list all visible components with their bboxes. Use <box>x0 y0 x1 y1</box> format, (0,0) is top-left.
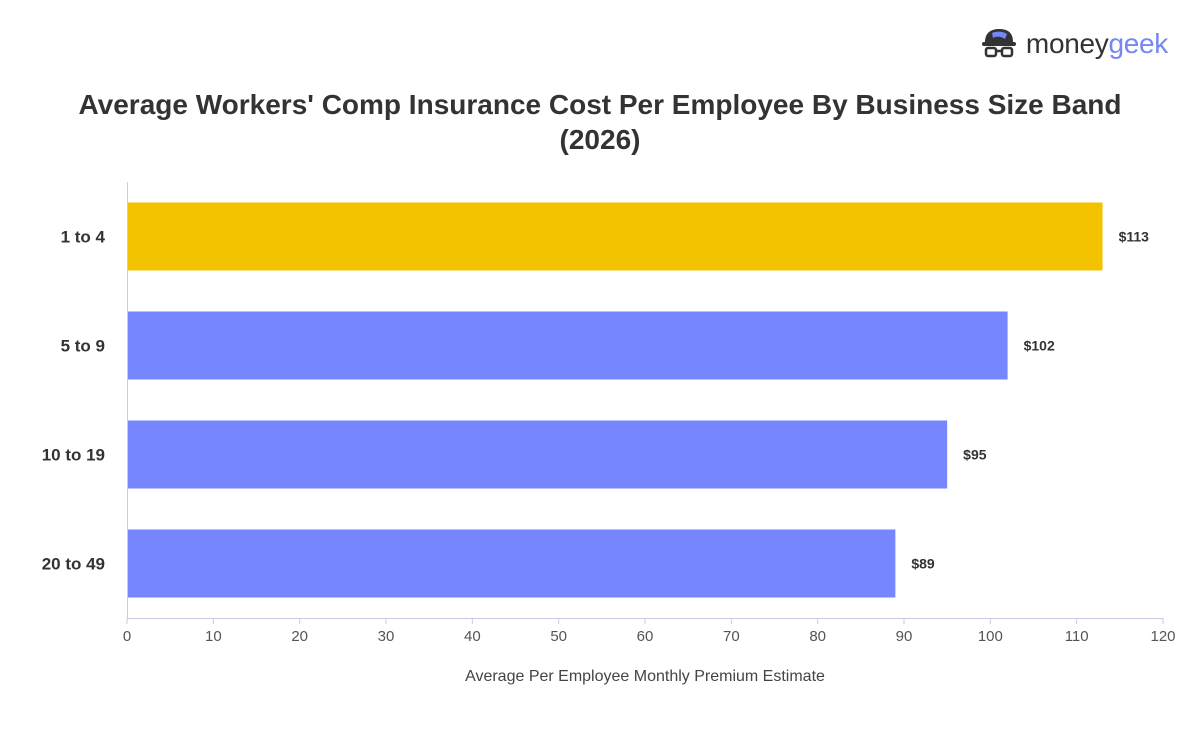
category-label: 5 to 9 <box>61 337 105 356</box>
x-tick-label: 40 <box>464 628 481 645</box>
x-tick-label: 110 <box>1065 628 1089 645</box>
x-tick-label: 50 <box>550 628 567 645</box>
logo-text-geek: geek <box>1108 28 1168 59</box>
logo-text: moneygeek <box>1026 28 1168 60</box>
x-tick-label: 120 <box>1150 628 1175 645</box>
bar <box>128 420 948 489</box>
data-label: $102 <box>1024 338 1055 354</box>
x-axis-title: Average Per Employee Monthly Premium Est… <box>465 668 825 685</box>
x-tick-label: 80 <box>809 628 826 645</box>
x-tick-label: 20 <box>291 628 308 645</box>
geek-mascot-icon <box>981 29 1016 58</box>
category-label: 20 to 49 <box>42 555 105 574</box>
logo: moneygeek <box>980 28 1168 60</box>
x-tick-label: 100 <box>978 628 1003 645</box>
x-tick-label: 0 <box>123 628 131 645</box>
category-label: 10 to 19 <box>42 446 105 465</box>
logo-text-money: money <box>1025 28 1109 59</box>
x-tick-label: 30 <box>378 628 395 645</box>
data-label: $95 <box>963 447 987 463</box>
category-label: 1 to 4 <box>61 228 106 247</box>
bar <box>128 529 896 598</box>
x-tick-label: 60 <box>637 628 654 645</box>
bar <box>128 202 1103 271</box>
x-tick-label: 70 <box>723 628 740 645</box>
x-tick-label: 10 <box>205 628 222 645</box>
x-tick-label: 90 <box>896 628 913 645</box>
data-label: $113 <box>1119 229 1150 245</box>
bar <box>128 311 1008 380</box>
chart-title: Average Workers' Comp Insurance Cost Per… <box>78 89 1122 155</box>
data-label: $89 <box>911 556 935 572</box>
